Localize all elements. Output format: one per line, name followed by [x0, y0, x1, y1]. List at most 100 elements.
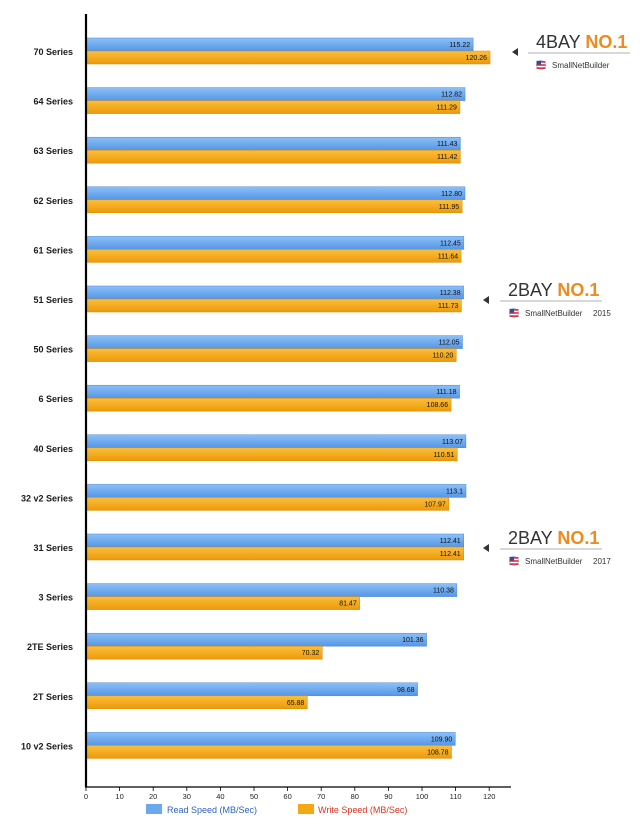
flag-stripe	[509, 563, 519, 565]
legend-swatch-read	[146, 804, 162, 814]
category-label-40-series: 40 Series	[33, 444, 73, 454]
x-tick-label-60: 60	[283, 792, 291, 801]
value-label-read-51-series: 112.38	[440, 290, 461, 297]
value-label-read-62-series: 112.80	[441, 191, 462, 198]
pointer-triangle-icon	[512, 48, 518, 56]
us-flag-icon	[536, 60, 546, 70]
bar-write-63-series	[85, 149, 461, 164]
x-tick-label-100: 100	[416, 792, 429, 801]
bar-write-31-series	[85, 546, 464, 561]
value-label-write-2te-series: 70.32	[302, 650, 320, 657]
bar-write-64-series	[85, 100, 461, 114]
bar-read-31-series	[85, 533, 464, 548]
x-tick-label-110: 110	[450, 792, 462, 801]
legend-swatch-write	[298, 804, 314, 814]
bar-write-62-series	[85, 199, 463, 214]
award-title: 2BAY NO.1	[508, 528, 599, 548]
category-label-32-v2-series: 32 v2 Series	[21, 493, 73, 503]
category-label-61-series: 61 Series	[33, 245, 73, 255]
bar-read-50-series	[85, 335, 463, 349]
flag-stripe	[509, 560, 519, 562]
x-tick-label-120: 120	[483, 792, 496, 801]
award-year: 2017	[593, 557, 611, 566]
category-label-70-series: 70 Series	[33, 47, 73, 57]
value-label-read-70-series: 115.22	[449, 42, 470, 49]
bar-write-51-series	[85, 298, 462, 313]
flag-stripe	[509, 315, 519, 317]
bar-read-61-series	[85, 236, 465, 250]
bar-read-10-v2-series	[85, 732, 456, 746]
award-source: SmallNetBuilder	[525, 557, 583, 566]
value-label-write-6-series: 108.66	[427, 402, 449, 409]
award-highlight: NO.1	[557, 528, 599, 548]
award-source: SmallNetBuilder	[552, 61, 610, 70]
award-prefix: 2BAY	[508, 280, 557, 300]
value-label-read-2te-series: 101.36	[402, 637, 424, 644]
award-badge-70-series: 4BAY NO.1 SmallNetBuilder	[512, 32, 630, 70]
value-label-write-63-series: 111.42	[437, 154, 457, 161]
legend-label-read: Read Speed (MB/Sec)	[167, 805, 257, 815]
award-prefix: 4BAY	[536, 32, 585, 52]
value-label-write-3-series: 81.47	[339, 601, 357, 608]
x-tick-label-40: 40	[216, 792, 224, 801]
bar-read-70-series	[85, 37, 474, 52]
value-label-write-40-series: 110.51	[433, 452, 454, 459]
bar-write-10-v2-series	[85, 745, 452, 759]
us-flag-icon	[509, 308, 519, 318]
bar-write-61-series	[85, 249, 462, 263]
bar-read-3-series	[85, 583, 458, 597]
award-source: SmallNetBuilder	[525, 309, 583, 318]
category-label-63-series: 63 Series	[33, 146, 73, 156]
x-tick-label-10: 10	[115, 792, 123, 801]
award-year: 2015	[593, 309, 611, 318]
value-label-read-63-series: 111.43	[437, 141, 457, 148]
x-tick-label-80: 80	[351, 792, 359, 801]
value-label-read-10-v2-series: 109.90	[431, 736, 453, 743]
bar-read-6-series	[85, 384, 460, 399]
flag-stripe	[536, 64, 546, 66]
x-tick-label-20: 20	[149, 792, 157, 801]
value-label-read-31-series: 112.41	[440, 538, 461, 545]
us-flag-icon	[509, 556, 519, 566]
value-label-write-51-series: 111.73	[438, 303, 458, 310]
category-label-2te-series: 2TE Series	[27, 642, 73, 652]
value-label-read-64-series: 112.82	[441, 92, 462, 99]
value-label-read-40-series: 113.07	[442, 439, 463, 446]
flag-canton	[509, 308, 514, 313]
flag-canton	[509, 556, 514, 561]
category-label-64-series: 64 Series	[33, 97, 73, 107]
value-label-read-32-v2-series: 113.1	[446, 488, 463, 495]
legend-label-write: Write Speed (MB/Sec)	[318, 805, 407, 815]
category-label-62-series: 62 Series	[33, 196, 73, 206]
value-label-write-31-series: 112.41	[440, 551, 461, 558]
x-tick-label-0: 0	[84, 792, 88, 801]
award-badge-51-series: 2BAY NO.1 SmallNetBuilder 2015	[483, 280, 611, 318]
value-label-read-3-series: 110.38	[433, 588, 454, 595]
value-label-read-50-series: 112.05	[439, 340, 460, 347]
pointer-triangle-icon	[483, 544, 489, 552]
bar-read-2te-series	[85, 632, 427, 647]
award-highlight: NO.1	[557, 280, 599, 300]
award-title: 2BAY NO.1	[508, 280, 599, 300]
category-label-31-series: 31 Series	[33, 543, 73, 553]
bar-read-32-v2-series	[85, 484, 467, 498]
category-label-10-v2-series: 10 v2 Series	[21, 741, 73, 751]
bar-read-40-series	[85, 434, 467, 449]
category-label-50-series: 50 Series	[33, 345, 73, 355]
value-label-write-32-v2-series: 107.97	[424, 501, 446, 508]
flag-stripe	[509, 312, 519, 314]
value-label-read-2t-series: 98.68	[397, 687, 415, 694]
bar-read-51-series	[85, 285, 464, 300]
bar-read-62-series	[85, 186, 466, 201]
value-label-write-50-series: 110.20	[432, 353, 453, 360]
award-highlight: NO.1	[585, 32, 627, 52]
bar-write-32-v2-series	[85, 497, 450, 511]
pointer-triangle-icon	[483, 296, 489, 304]
bar-write-3-series	[85, 596, 360, 610]
award-title: 4BAY NO.1	[536, 32, 627, 52]
category-label-51-series: 51 Series	[33, 295, 73, 305]
bar-write-70-series	[85, 50, 491, 65]
bar-read-2t-series	[85, 682, 418, 697]
value-label-read-6-series: 111.18	[436, 389, 456, 396]
